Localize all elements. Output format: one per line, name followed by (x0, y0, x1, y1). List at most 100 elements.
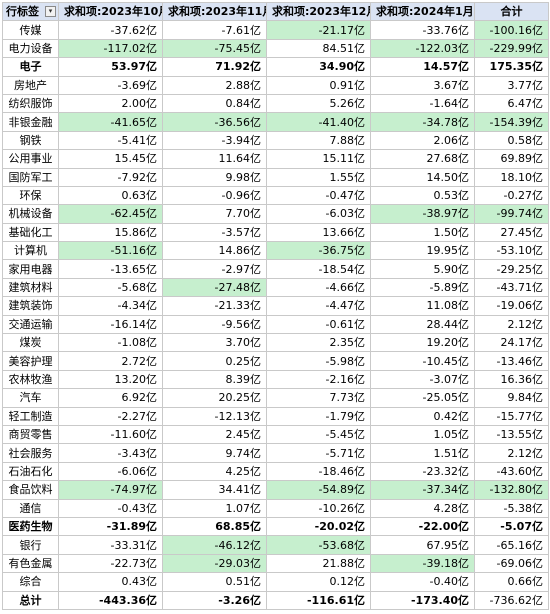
industry-name-cell[interactable]: 商贸零售 (2, 424, 59, 445)
industry-name-cell[interactable]: 医药生物 (2, 516, 59, 537)
value-cell[interactable]: -2.27亿 (58, 406, 163, 426)
value-cell[interactable]: 53.97亿 (58, 57, 163, 77)
value-cell[interactable]: -0.27亿 (474, 185, 549, 206)
value-cell[interactable]: -5.38亿 (474, 498, 549, 518)
value-cell[interactable]: -5.89亿 (370, 277, 475, 298)
value-cell[interactable]: -22.00亿 (370, 516, 475, 537)
value-cell[interactable]: -10.26亿 (266, 498, 371, 518)
value-cell[interactable]: -154.39亿 (474, 112, 549, 132)
industry-name-cell[interactable]: 环保 (2, 185, 59, 206)
industry-name-cell[interactable]: 有色金属 (2, 553, 59, 574)
industry-name-cell[interactable]: 建筑材料 (2, 277, 59, 298)
value-cell[interactable]: -51.16亿 (58, 241, 163, 261)
value-cell[interactable]: 1.55亿 (266, 167, 371, 187)
value-cell[interactable]: -117.02亿 (58, 38, 163, 59)
value-cell[interactable]: 67.95亿 (370, 535, 475, 555)
total-value-cell[interactable]: -443.36亿 (58, 590, 163, 610)
value-cell[interactable]: 9.98亿 (162, 167, 267, 187)
industry-name-cell[interactable]: 国防军工 (2, 167, 59, 187)
value-cell[interactable]: -5.68亿 (58, 277, 163, 298)
value-cell[interactable]: -6.03亿 (266, 204, 371, 224)
value-cell[interactable]: 21.88亿 (266, 553, 371, 574)
total-value-cell[interactable]: -116.61亿 (266, 590, 371, 610)
value-cell[interactable]: 27.45亿 (474, 222, 549, 243)
industry-name-cell[interactable]: 轻工制造 (2, 406, 59, 426)
value-cell[interactable]: 0.51亿 (162, 572, 267, 592)
value-cell[interactable]: 0.91亿 (266, 75, 371, 95)
value-cell[interactable]: -27.48亿 (162, 277, 267, 298)
value-cell[interactable]: 3.77亿 (474, 75, 549, 95)
value-cell[interactable]: 0.25亿 (162, 351, 267, 371)
industry-name-cell[interactable]: 建筑装饰 (2, 296, 59, 316)
value-cell[interactable]: -3.94亿 (162, 130, 267, 151)
value-cell[interactable]: -36.56亿 (162, 112, 267, 132)
value-cell[interactable]: -20.02亿 (266, 516, 371, 537)
value-cell[interactable]: 2.35亿 (266, 333, 371, 353)
value-cell[interactable]: -6.06亿 (58, 461, 163, 482)
value-cell[interactable]: -0.47亿 (266, 185, 371, 206)
value-cell[interactable]: -5.41亿 (58, 130, 163, 151)
value-cell[interactable]: 11.08亿 (370, 296, 475, 316)
industry-name-cell[interactable]: 钢铁 (2, 130, 59, 151)
value-cell[interactable]: 2.72亿 (58, 351, 163, 371)
value-cell[interactable]: 7.70亿 (162, 204, 267, 224)
industry-name-cell[interactable]: 家用电器 (2, 259, 59, 279)
value-cell[interactable]: 0.12亿 (266, 572, 371, 592)
value-cell[interactable]: 18.10亿 (474, 167, 549, 187)
value-cell[interactable]: -18.54亿 (266, 259, 371, 279)
value-cell[interactable]: 5.26亿 (266, 93, 371, 114)
value-cell[interactable]: 7.73亿 (266, 388, 371, 408)
industry-name-cell[interactable]: 公用事业 (2, 149, 59, 169)
value-cell[interactable]: -100.16亿 (474, 20, 549, 40)
value-cell[interactable]: -10.45亿 (370, 351, 475, 371)
value-cell[interactable]: -54.89亿 (266, 480, 371, 500)
value-cell[interactable]: -74.97亿 (58, 480, 163, 500)
value-cell[interactable]: 71.92亿 (162, 57, 267, 77)
header-total[interactable]: 合计 (474, 1, 549, 22)
value-cell[interactable]: -12.13亿 (162, 406, 267, 426)
header-2023-12[interactable]: 求和项:2023年12月 (266, 1, 371, 22)
value-cell[interactable]: 34.90亿 (266, 57, 371, 77)
value-cell[interactable]: -65.16亿 (474, 535, 549, 555)
value-cell[interactable]: -43.71亿 (474, 277, 549, 298)
value-cell[interactable]: -3.07亿 (370, 369, 475, 390)
value-cell[interactable]: 28.44亿 (370, 314, 475, 335)
value-cell[interactable]: 11.64亿 (162, 149, 267, 169)
industry-name-cell[interactable]: 基础化工 (2, 222, 59, 243)
value-cell[interactable]: -36.75亿 (266, 241, 371, 261)
value-cell[interactable]: 14.57亿 (370, 57, 475, 77)
value-cell[interactable]: 3.70亿 (162, 333, 267, 353)
value-cell[interactable]: 5.90亿 (370, 259, 475, 279)
value-cell[interactable]: -7.61亿 (162, 20, 267, 40)
value-cell[interactable]: -33.31亿 (58, 535, 163, 555)
value-cell[interactable]: -4.66亿 (266, 277, 371, 298)
value-cell[interactable]: -25.05亿 (370, 388, 475, 408)
value-cell[interactable]: -4.34亿 (58, 296, 163, 316)
value-cell[interactable]: 0.43亿 (58, 572, 163, 592)
value-cell[interactable]: 9.74亿 (162, 443, 267, 463)
value-cell[interactable]: 0.53亿 (370, 185, 475, 206)
value-cell[interactable]: -41.40亿 (266, 112, 371, 132)
value-cell[interactable]: -2.97亿 (162, 259, 267, 279)
value-cell[interactable]: -99.74亿 (474, 204, 549, 224)
value-cell[interactable]: -19.06亿 (474, 296, 549, 316)
industry-name-cell[interactable]: 房地产 (2, 75, 59, 95)
total-value-cell[interactable]: -173.40亿 (370, 590, 475, 610)
value-cell[interactable]: -5.45亿 (266, 424, 371, 445)
industry-name-cell[interactable]: 美容护理 (2, 351, 59, 371)
value-cell[interactable]: -3.69亿 (58, 75, 163, 95)
industry-name-cell[interactable]: 银行 (2, 535, 59, 555)
value-cell[interactable]: 24.17亿 (474, 333, 549, 353)
value-cell[interactable]: 0.58亿 (474, 130, 549, 151)
header-2023-10[interactable]: 求和项:2023年10月 (58, 1, 163, 22)
value-cell[interactable]: -122.03亿 (370, 38, 475, 59)
value-cell[interactable]: 2.12亿 (474, 314, 549, 335)
value-cell[interactable]: -13.46亿 (474, 351, 549, 371)
industry-name-cell[interactable]: 电力设备 (2, 38, 59, 59)
industry-name-cell[interactable]: 计算机 (2, 241, 59, 261)
value-cell[interactable]: -2.16亿 (266, 369, 371, 390)
value-cell[interactable]: 2.06亿 (370, 130, 475, 151)
value-cell[interactable]: -38.97亿 (370, 204, 475, 224)
value-cell[interactable]: 0.66亿 (474, 572, 549, 592)
value-cell[interactable]: 2.88亿 (162, 75, 267, 95)
